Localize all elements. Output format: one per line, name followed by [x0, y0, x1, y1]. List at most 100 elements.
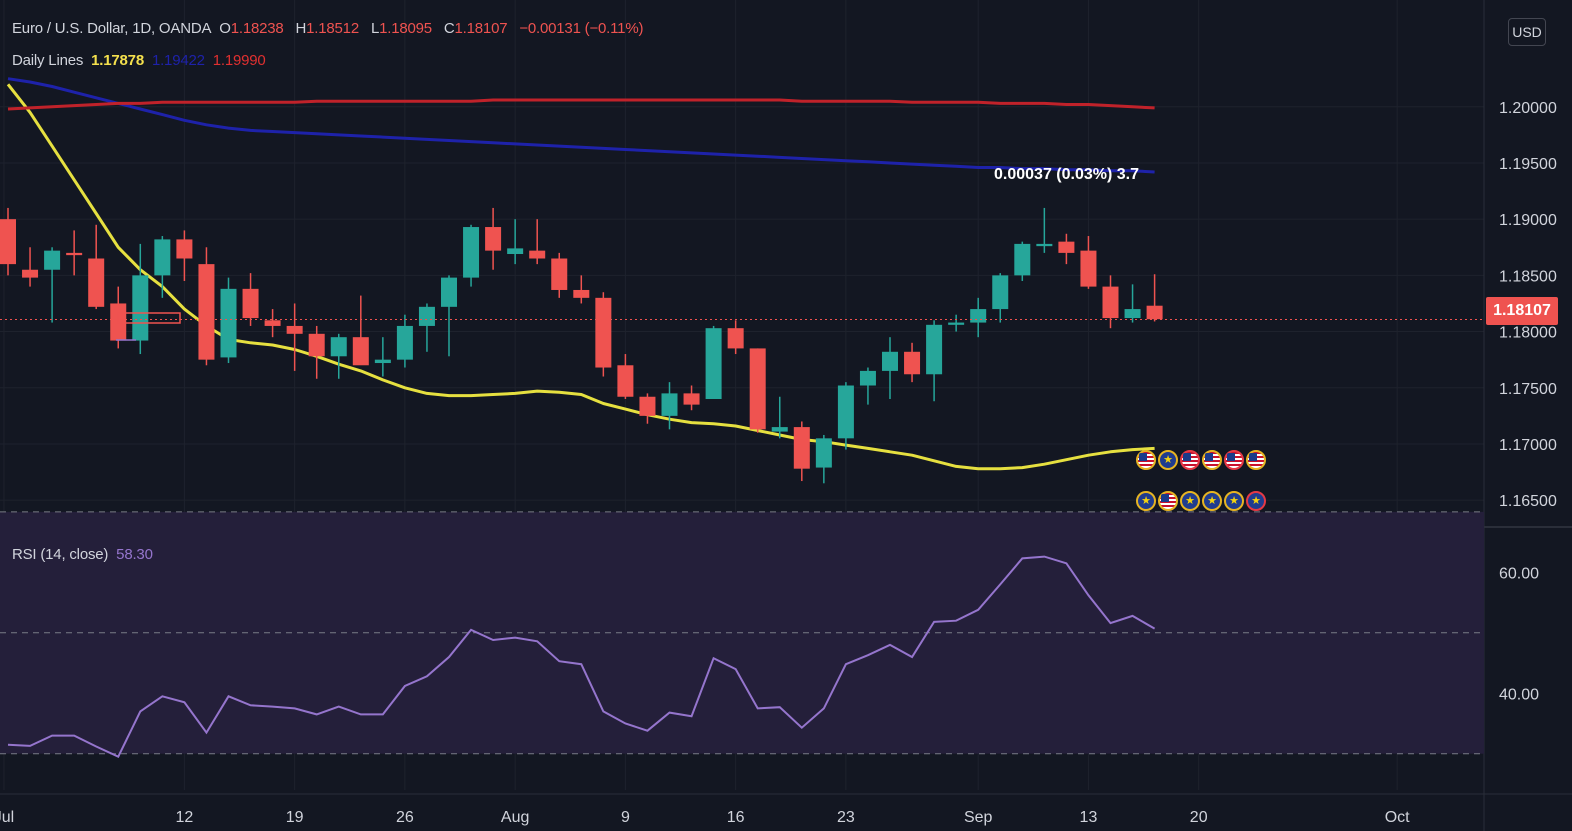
us-flag-icon[interactable]: [1246, 450, 1266, 470]
price-tick-label: 1.16500: [1499, 493, 1557, 510]
currency-button[interactable]: USD: [1508, 18, 1546, 46]
us-flag-icon[interactable]: [1202, 450, 1222, 470]
eu-flag-icon[interactable]: ★: [1180, 491, 1200, 511]
time-tick-label: 12: [176, 809, 194, 826]
price-tick-label: 1.19000: [1499, 212, 1557, 229]
candle-bear: [1146, 274, 1163, 322]
time-tick-label: 16: [727, 809, 745, 826]
price-tick-label: 1.20000: [1499, 100, 1557, 117]
eu-flag-icon[interactable]: ★: [1224, 491, 1244, 511]
eu-flag-icon[interactable]: ★: [1136, 491, 1156, 511]
daily-line-value-3: 1.19990: [212, 52, 266, 69]
candle-body: [1146, 305, 1163, 320]
candle-body: [926, 324, 943, 375]
candle-bull: [330, 333, 347, 379]
candle-bear: [595, 292, 612, 377]
candle-body: [1124, 309, 1141, 319]
eu-flag-icon[interactable]: ★: [1202, 491, 1222, 511]
candle-bull: [815, 434, 832, 484]
eu-flag-icon[interactable]: ★: [1158, 450, 1178, 470]
symbol-title[interactable]: Euro / U.S. Dollar, 1D, OANDA: [12, 20, 212, 37]
change-value: −0.00131 (−0.11%): [519, 20, 644, 37]
highlight-box[interactable]: [117, 312, 181, 324]
candle-body: [771, 427, 788, 432]
price-tick-label: 1.19500: [1499, 156, 1557, 173]
candle-body: [44, 250, 61, 270]
candle-body: [374, 359, 391, 364]
rsi-legend: RSI (14, close) 58.30: [12, 546, 157, 563]
price-tick-label: 1.18500: [1499, 268, 1557, 285]
candle-body: [0, 219, 16, 265]
us-flag-icon[interactable]: [1180, 450, 1200, 470]
daily-lines-label[interactable]: Daily Lines: [12, 52, 84, 69]
moving-average-lines: [6, 77, 1155, 471]
candle-bear: [352, 295, 369, 366]
candle-body: [66, 252, 83, 256]
eu-flag-icon[interactable]: ★: [1246, 491, 1266, 511]
time-tick-label: 26: [396, 809, 414, 826]
drawings[interactable]: [116, 312, 181, 341]
candle-body: [396, 325, 413, 360]
rsi-axis[interactable]: 60.00 40.00: [1499, 565, 1539, 703]
price-tick-label: 1.17500: [1499, 381, 1557, 398]
candles[interactable]: [0, 207, 1163, 484]
time-axis[interactable]: Jul 12 19 26 Aug 9 16 23 Sep 13 20 Oct: [0, 809, 1410, 826]
candle-body: [286, 325, 303, 334]
time-tick-label: 19: [286, 809, 304, 826]
candle-bull: [948, 314, 965, 332]
candle-bear: [198, 247, 215, 366]
candle-bear: [1102, 275, 1119, 329]
time-tick-label: Oct: [1385, 809, 1410, 826]
candle-body: [639, 396, 656, 416]
candle-body: [1058, 241, 1075, 253]
high-label: H: [295, 20, 307, 37]
candle-bear: [1080, 236, 1097, 289]
candle-body: [948, 322, 965, 325]
time-tick-label: Aug: [501, 809, 529, 826]
us-flag-icon[interactable]: [1158, 491, 1178, 511]
candle-bull: [661, 382, 678, 430]
open-label: O: [219, 20, 231, 37]
rsi-value: 58.30: [116, 546, 153, 563]
us-flag-icon[interactable]: [1136, 450, 1156, 470]
last-price-tag: 1.18107: [1486, 297, 1558, 325]
daily-line-value-2: 1.19422: [151, 52, 205, 69]
candle-bull: [1014, 241, 1031, 281]
candle-bear: [1058, 233, 1075, 265]
candle-bull: [926, 320, 943, 402]
candle-body: [88, 258, 105, 307]
candle-bull: [507, 219, 524, 265]
candle-body: [1014, 243, 1031, 276]
time-tick-label: 13: [1080, 809, 1098, 826]
us-flag-icon[interactable]: [1224, 450, 1244, 470]
candle-bear: [485, 207, 502, 270]
candle-bear: [573, 275, 590, 304]
candle-body: [992, 275, 1009, 310]
low-value: 1.18095: [379, 20, 432, 37]
candle-bull: [220, 277, 237, 364]
candle-body: [441, 277, 457, 307]
candle-body: [837, 385, 854, 439]
close-value: 1.18107: [454, 20, 508, 37]
candle-body: [683, 393, 700, 405]
candle-body: [551, 258, 568, 290]
candle-body: [661, 393, 678, 416]
candle-bull: [882, 337, 898, 399]
price-axis[interactable]: 1.20000 1.19500 1.19000 1.18500 1.18000 1.175…: [1499, 100, 1557, 510]
rsi-label[interactable]: RSI (14, close): [12, 546, 109, 563]
candle-body: [904, 351, 921, 375]
candle-body: [330, 337, 347, 357]
candle-bull: [705, 325, 722, 399]
candle-body: [1080, 250, 1097, 287]
time-tick-label: Jul: [0, 809, 14, 826]
rsi-tick-label: 60.00: [1499, 565, 1539, 582]
candle-body: [154, 239, 171, 276]
candle-bear: [22, 247, 39, 287]
candle-body: [198, 264, 215, 360]
candle-bear: [749, 348, 766, 433]
candle-body: [1036, 243, 1053, 247]
candle-body: [529, 250, 546, 259]
close-label: C: [443, 20, 455, 37]
candle-body: [793, 427, 810, 469]
